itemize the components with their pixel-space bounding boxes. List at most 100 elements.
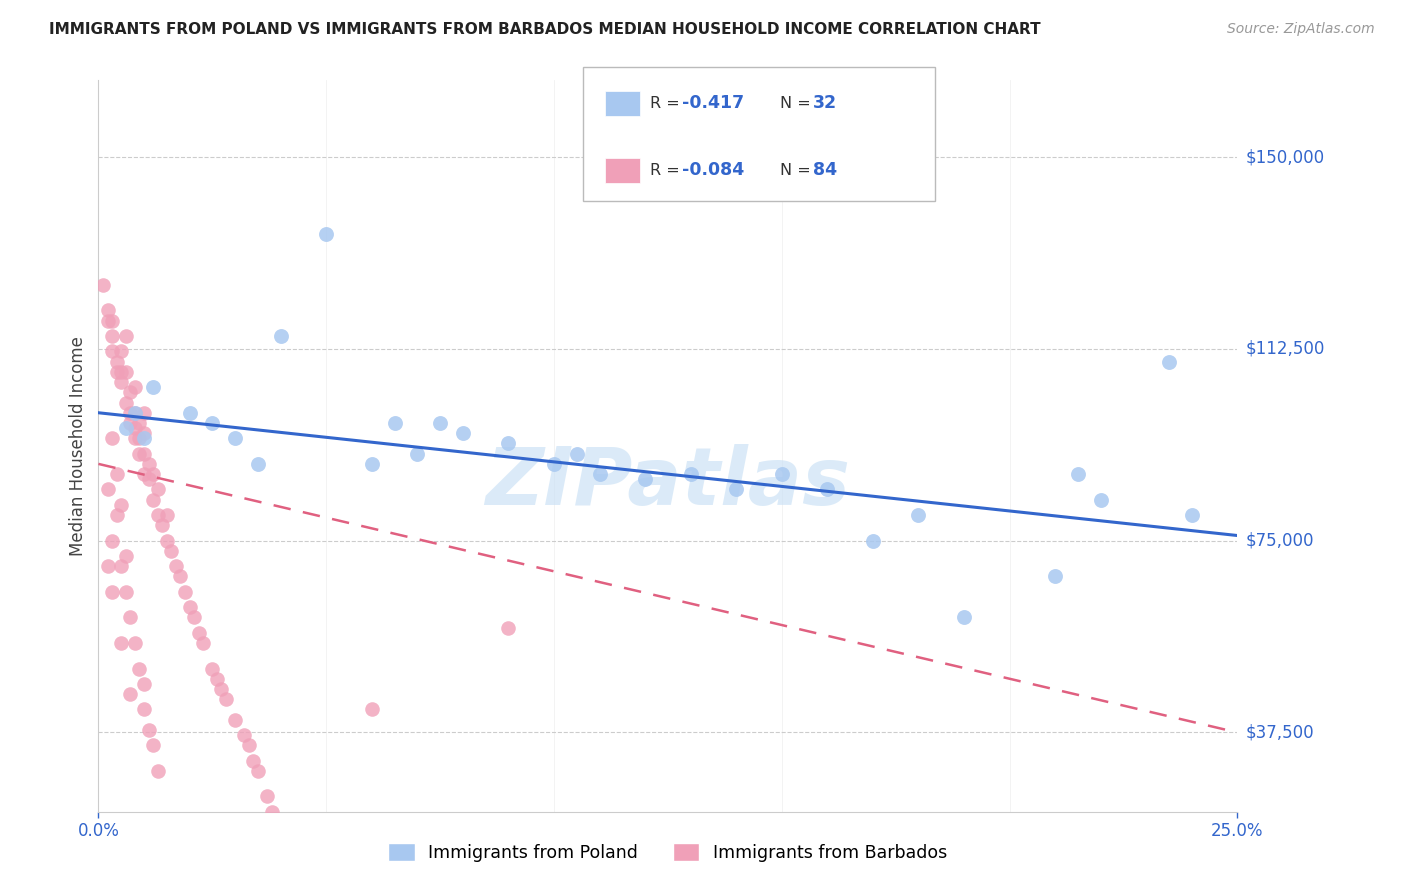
Point [205,672,228,686]
Point [201,661,224,675]
Point [815,483,838,497]
Point [146,483,169,497]
Point [105,354,128,368]
Point [201,416,224,430]
Point [132,431,155,445]
Point [360,457,382,471]
Text: $37,500: $37,500 [1246,723,1315,741]
Point [101,584,124,599]
Point [110,559,132,574]
Point [725,483,748,497]
Text: R =: R = [650,96,685,111]
Point [101,344,124,359]
Point [156,533,179,548]
Point [451,426,474,441]
Point [565,447,588,461]
Point [679,467,702,482]
Point [132,426,155,441]
Point [138,723,160,737]
Point [114,329,136,343]
Point [174,584,197,599]
Point [120,687,142,701]
Text: 32: 32 [813,95,837,112]
Point [315,866,337,880]
Point [96,303,118,318]
Point [128,447,150,461]
Point [138,472,160,486]
Point [128,431,150,445]
Point [101,329,124,343]
Point [101,431,124,445]
Point [588,467,610,482]
Point [429,416,451,430]
Text: N =: N = [780,96,817,111]
Point [256,789,278,804]
Point [238,738,260,752]
Point [132,677,155,691]
Point [183,610,205,624]
Point [105,467,128,482]
Point [384,416,406,430]
Point [360,702,382,716]
Point [169,569,191,583]
Point [96,559,118,574]
Point [209,681,232,696]
Text: $75,000: $75,000 [1246,532,1315,549]
Point [953,610,976,624]
Point [105,508,128,522]
Point [270,329,292,343]
Point [907,508,929,522]
Point [91,277,114,292]
Text: -0.417: -0.417 [682,95,744,112]
Point [270,814,292,829]
Text: IMMIGRANTS FROM POLAND VS IMMIGRANTS FROM BARBADOS MEDIAN HOUSEHOLD INCOME CORRE: IMMIGRANTS FROM POLAND VS IMMIGRANTS FRO… [49,22,1040,37]
Point [215,692,238,706]
Legend: Immigrants from Poland, Immigrants from Barbados: Immigrants from Poland, Immigrants from … [381,836,955,869]
Point [770,467,793,482]
Point [132,447,155,461]
Point [110,365,132,379]
Point [146,764,169,778]
Point [124,431,146,445]
Point [307,855,329,870]
Point [242,754,264,768]
Point [315,227,337,241]
Point [110,636,132,650]
Text: R =: R = [650,163,685,178]
Y-axis label: Median Household Income: Median Household Income [69,336,87,556]
Point [114,584,136,599]
Point [114,549,136,563]
Point [142,738,165,752]
Point [110,375,132,389]
Text: -0.084: -0.084 [682,161,744,179]
Point [114,421,136,435]
Point [165,559,187,574]
Point [1067,467,1090,482]
Point [146,508,169,522]
Point [132,406,155,420]
Point [96,314,118,328]
Point [498,621,520,635]
Point [160,544,183,558]
Point [132,702,155,716]
Point [138,457,160,471]
Point [224,713,246,727]
Point [224,431,246,445]
Point [132,467,155,482]
Point [120,385,142,400]
Point [120,610,142,624]
Point [156,508,179,522]
Point [142,380,165,394]
Text: $112,500: $112,500 [1246,340,1324,358]
Point [634,472,657,486]
Point [179,406,201,420]
Point [193,636,215,650]
Point [1181,508,1204,522]
Point [233,728,256,742]
Point [110,498,132,512]
Point [862,533,884,548]
Point [101,533,124,548]
Text: ZIPatlas: ZIPatlas [485,443,851,522]
Point [124,636,146,650]
Point [128,416,150,430]
